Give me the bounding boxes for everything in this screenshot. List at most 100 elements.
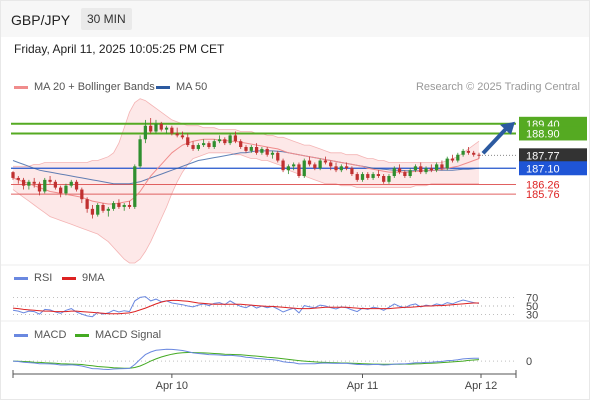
candle-body — [355, 174, 359, 180]
legend-ma50: MA 50 — [156, 81, 207, 93]
candle-body — [43, 179, 47, 192]
candle-body — [212, 141, 216, 147]
candle-body — [472, 152, 476, 155]
candle-body — [254, 147, 259, 153]
pivot-level-label: 187.10 — [526, 163, 560, 175]
candle-body — [429, 168, 433, 171]
rsi-tick-label: 30 — [526, 310, 538, 322]
candle-body — [59, 187, 63, 194]
macd-swatch — [14, 333, 28, 337]
candle-body — [371, 174, 375, 178]
candle-body — [440, 164, 444, 169]
candle-body — [159, 123, 163, 130]
candle-body — [196, 145, 200, 149]
rsi-ma-line — [12, 299, 479, 315]
chart-datetime: Friday, April 11, 2025 10:05:25 PM CET — [14, 42, 225, 56]
legend-macd-signal: MACD Signal — [75, 329, 161, 341]
last-level-label: 187.77 — [526, 150, 560, 162]
macd-tick-label: 0 — [526, 356, 532, 368]
forecast-arrow-shaft — [481, 126, 509, 155]
pivot-level-tag — [519, 161, 587, 176]
candle-body — [48, 179, 52, 182]
candle-body — [281, 160, 285, 171]
legend-ma20-label: MA 20 + Bollinger Bands — [34, 81, 155, 93]
candle-body — [202, 143, 206, 146]
support-level-label: 185.76 — [526, 189, 560, 201]
candle-body — [435, 164, 439, 171]
candle-body — [170, 127, 174, 134]
candle-body — [323, 160, 328, 163]
candle-body — [286, 166, 290, 171]
candle-body — [101, 205, 105, 211]
candle-body — [276, 152, 280, 161]
candle-body — [74, 181, 79, 190]
candle-body — [408, 170, 412, 176]
macd-signal-swatch — [75, 333, 89, 337]
candle-body — [376, 174, 381, 176]
candle-body — [21, 179, 26, 186]
candle-body — [228, 135, 232, 144]
candle-body — [117, 203, 121, 207]
rsi-swatch — [14, 276, 28, 280]
legend-macd-label: MACD — [34, 329, 67, 341]
pair-title: GBP/JPY — [11, 12, 71, 28]
candle-body — [366, 174, 370, 178]
candle-body — [180, 135, 185, 138]
candle-body — [456, 154, 460, 161]
candle-body — [344, 166, 349, 169]
legend-ma50-label: MA 50 — [176, 81, 208, 93]
candle-body — [85, 199, 89, 209]
candle-body — [350, 168, 354, 175]
support-level-label: 186.26 — [526, 180, 560, 192]
rsi-tick-label: 70 — [526, 292, 538, 304]
ma20-swatch — [14, 85, 28, 89]
candle-body — [445, 158, 449, 169]
candle-body — [223, 139, 227, 144]
candle-body — [154, 123, 158, 132]
candle-body — [143, 125, 148, 140]
candle-body — [186, 137, 190, 146]
candle-body — [149, 125, 153, 132]
candle-body — [297, 164, 301, 176]
candle-body — [292, 164, 296, 167]
candle-body — [64, 185, 68, 194]
candle-body — [403, 172, 407, 176]
candle-body — [207, 143, 211, 147]
macd-line — [12, 348, 479, 371]
candle-body — [270, 152, 275, 155]
ma20-line — [12, 138, 480, 205]
candle-body — [318, 160, 322, 169]
candle-body — [53, 181, 57, 188]
legend-rsi-ma: 9MA — [62, 272, 105, 284]
candle-body — [265, 148, 269, 155]
rsi-tick-label: 50 — [526, 301, 538, 313]
candle-body — [106, 208, 110, 211]
legend-ma20: MA 20 + Bollinger Bands — [14, 81, 155, 93]
chart-header: GBP/JPY 30 MIN — [1, 1, 589, 37]
candle-body — [80, 189, 84, 200]
candle-body — [392, 168, 396, 176]
rsi-line — [12, 296, 480, 318]
legend-rsi-ma-label: 9MA — [82, 272, 105, 284]
legend-rsi: RSI — [14, 272, 52, 284]
candle-body — [477, 154, 481, 156]
candle-body — [302, 160, 306, 176]
bollinger-lower-line — [12, 152, 479, 264]
candle-body — [138, 139, 142, 167]
candle-body — [69, 181, 73, 186]
candle-body — [164, 127, 169, 130]
candle-body — [360, 174, 365, 180]
candle-body — [16, 177, 20, 180]
candle-body — [461, 150, 465, 155]
timeframe-badge[interactable]: 30 MIN — [81, 8, 132, 30]
candle-body — [334, 166, 338, 171]
legend-macd: MACD — [14, 329, 66, 341]
candle-body — [37, 183, 42, 192]
candle-body — [466, 150, 471, 153]
bollinger-upper-line — [13, 98, 480, 167]
candle-body — [339, 166, 343, 171]
candle-body — [307, 160, 312, 165]
candle-body — [424, 168, 428, 173]
candle-body — [96, 205, 100, 215]
candle-body — [329, 162, 333, 167]
